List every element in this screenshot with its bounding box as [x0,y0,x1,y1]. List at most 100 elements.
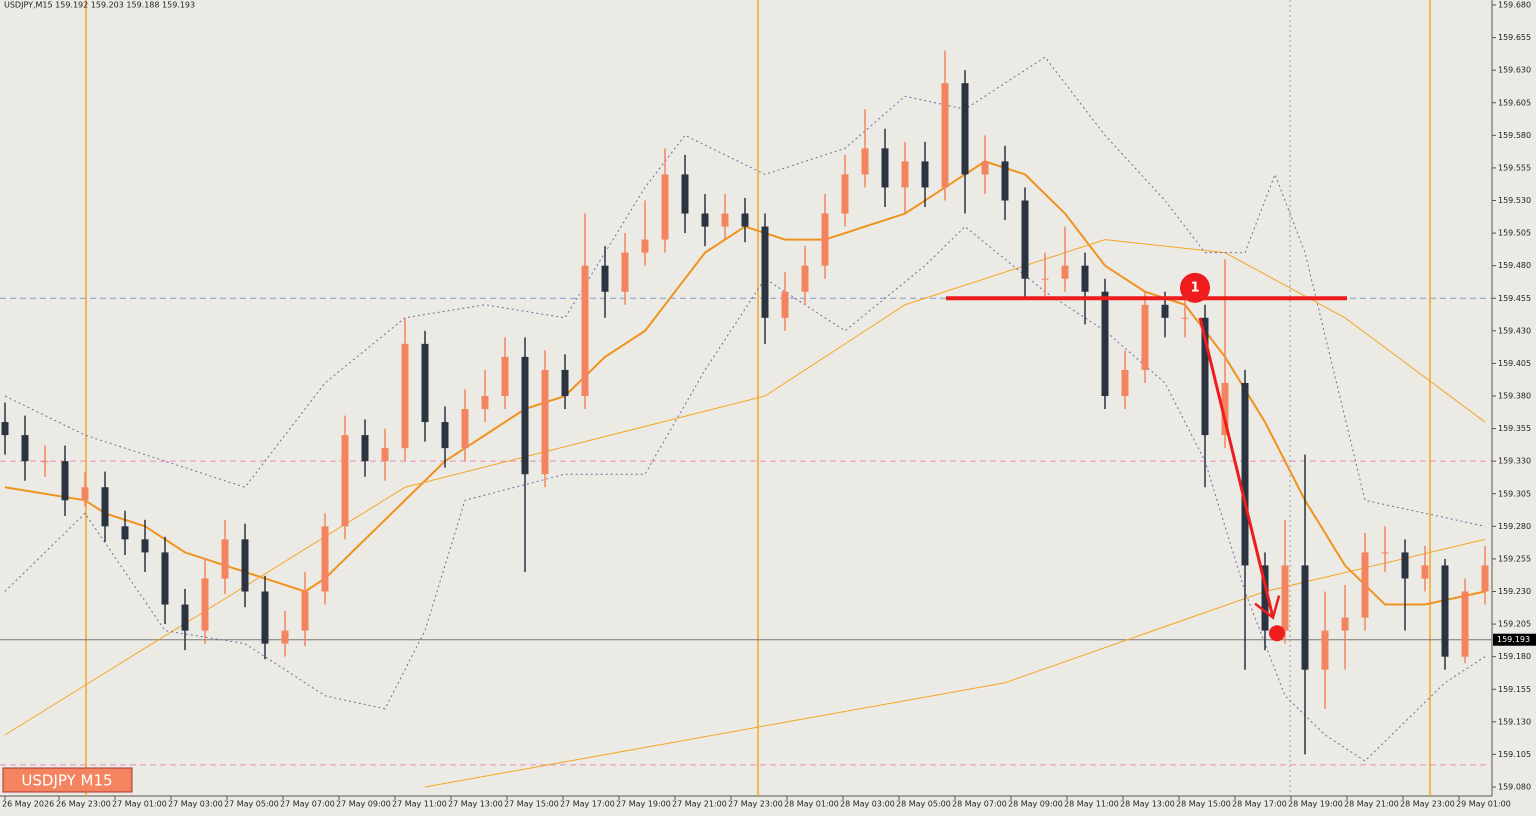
symbol-label: USDJPY M15 [21,772,112,790]
candle-body [1341,617,1349,631]
candle-body [81,487,89,501]
annotation-marker [1180,272,1210,303]
candle-body [181,604,189,631]
x-tick-label: 27 May 11:00 [392,800,447,809]
candle-body [1481,565,1489,592]
candle-body [221,539,229,579]
candle-body [741,213,749,227]
annotation-arrow [1198,317,1275,618]
symbol-box [2,767,133,793]
chart-title: USDJPY,M15 159.192 159.203 159.188 159.1… [4,1,195,10]
y-tick-label: 159.205 [1498,620,1531,629]
y-tick-label: 159.155 [1498,685,1531,694]
candle-body [1,422,9,436]
x-tick-label: 27 May 21:00 [672,800,727,809]
arrow-head [1254,595,1281,620]
candle-body [621,252,629,292]
x-tick-label: 28 May 07:00 [952,800,1007,809]
y-tick-label: 159.505 [1498,229,1531,238]
y-tick-label: 159.180 [1498,652,1531,661]
x-tick-label: 27 May 13:00 [448,800,503,809]
candle-body [61,461,69,501]
x-tick-label: 27 May 07:00 [280,800,335,809]
candle-body [401,343,409,449]
candle-body [1261,565,1269,631]
candle-body [801,265,809,292]
annotation-layer: 1 [946,272,1347,642]
candle-body [1421,565,1429,579]
candle-body [1001,161,1009,201]
x-tick-label: 27 May 15:00 [504,800,559,809]
x-tick-label: 28 May 05:00 [896,800,951,809]
y-tick-label: 159.080 [1498,783,1531,792]
y-tick-label: 159.230 [1498,587,1531,596]
candle-body [1301,565,1309,670]
x-tick-label: 29 May 01:00 [1456,800,1511,809]
y-tick-label: 159.380 [1498,392,1531,401]
annotation-marker-label: 1 [1190,280,1199,295]
candle-body [1061,265,1069,279]
y-tick-label: 159.580 [1498,131,1531,140]
y-tick-label: 159.430 [1498,326,1531,335]
candle-body [1121,369,1129,396]
candle-body [841,174,849,214]
x-tick-label: 28 May 01:00 [784,800,839,809]
candle-body [421,343,429,423]
x-tick-label: 26 May 23:00 [56,800,111,809]
candle-body [1201,317,1209,436]
indicator-line [4,225,1486,762]
candle-body [341,435,349,527]
candle-layer [1,50,1489,755]
candle-body [281,630,289,644]
candle-body [1161,304,1169,318]
x-tick-label: 28 May 03:00 [840,800,895,809]
x-tick-label: 27 May 05:00 [224,800,279,809]
candle-body [641,239,649,253]
x-tick-label: 27 May 19:00 [616,800,671,809]
candle-body [41,461,49,463]
indicator-line [424,538,1486,788]
candle-body [161,552,169,605]
candle-body [981,161,989,175]
x-tick-label: 27 May 09:00 [336,800,391,809]
candle-body [521,356,529,475]
y-tick-label: 159.630 [1498,66,1531,75]
candle-body [821,213,829,266]
candle-body [881,148,889,188]
candle-body [1381,552,1389,554]
candle-body [461,409,469,449]
candle-body [481,396,489,410]
candle-body [701,213,709,227]
candle-body [121,526,129,540]
x-tick-label: 28 May 09:00 [1008,800,1063,809]
y-tick-label: 159.330 [1498,457,1531,466]
candle-body [761,226,769,318]
y-tick-label: 159.280 [1498,522,1531,531]
candle-body [1361,552,1369,618]
candle-body [781,291,789,318]
candle-body [901,161,909,188]
candle-body [241,539,249,592]
candle-body [381,448,389,462]
candle-body [1401,552,1409,579]
candle-body [1241,382,1249,566]
candle-body [101,487,109,527]
x-tick-label: 27 May 03:00 [168,800,223,809]
x-tick-label: 28 May 13:00 [1120,800,1175,809]
candle-body [1081,265,1089,292]
candle-body [441,422,449,449]
x-tick-label: 28 May 17:00 [1232,800,1287,809]
last-price-box [1493,633,1536,646]
y-tick-label: 159.405 [1498,359,1531,368]
indicator-line [4,56,1486,527]
y-tick-label: 159.680 [1498,1,1531,10]
candle-body [21,435,29,462]
x-tick-label: 28 May 11:00 [1064,800,1119,809]
x-tick-label: 28 May 21:00 [1344,800,1399,809]
y-tick-label: 159.105 [1498,750,1531,759]
y-tick-label: 159.355 [1498,424,1531,433]
x-tick-label: 27 May 17:00 [560,800,615,809]
